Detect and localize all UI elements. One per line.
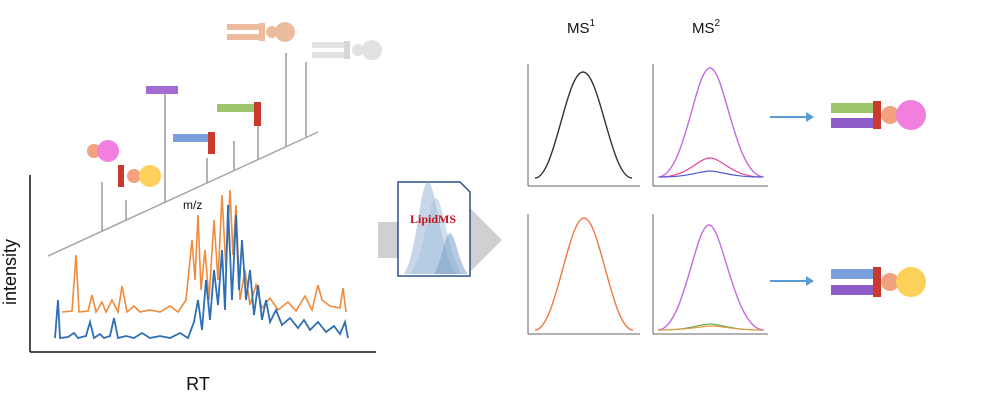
glycerol-backbone — [118, 165, 124, 187]
ms2-bottom-main-peak — [657, 224, 765, 331]
fatty-acid-chain-2 — [227, 34, 259, 40]
intensity-axis-label: intensity — [0, 239, 20, 305]
ms2-base: MS — [692, 20, 715, 37]
fatty-acid-chain-blue — [831, 269, 873, 279]
arrow-icon — [770, 112, 814, 122]
headgroup-yellow-circle — [896, 267, 926, 297]
headgroup-small-circle — [881, 106, 899, 124]
document-peak-3 — [434, 233, 468, 274]
headgroup-circle — [275, 22, 295, 42]
lipid-fragment-icon — [118, 165, 161, 187]
arrow-head — [806, 276, 814, 286]
ms-panels: MS1 MS2 — [527, 18, 768, 335]
headgroup-small-circle — [266, 26, 278, 38]
ms2-bottom-orange-peak — [659, 325, 763, 331]
identified-lipids — [770, 100, 926, 297]
mz-axis — [47, 131, 319, 257]
ms1-header: MS1 — [567, 18, 596, 37]
headgroup-circle — [362, 40, 382, 60]
mz-axis-label: m/z — [183, 198, 202, 212]
ms1-bottom-peak — [534, 217, 634, 331]
chromatogram-blue-trace — [54, 204, 349, 340]
lipid-species-icon — [831, 267, 926, 297]
fatty-acid-chain-purple — [831, 285, 873, 295]
headgroup-pink-circle — [896, 100, 926, 130]
lipid-fragment-icon — [217, 102, 261, 126]
glycerol-backbone — [873, 267, 881, 297]
glycerol-backbone — [208, 132, 215, 154]
document-icon: LipidMS — [397, 181, 471, 277]
ms1-top-peak — [534, 71, 633, 179]
app-name: LipidMS — [410, 212, 456, 226]
ms1-top-panel — [527, 64, 640, 187]
ms2-top-main-peak — [657, 67, 765, 178]
glycerol-backbone — [259, 23, 265, 41]
fatty-acid-chain-purple — [831, 118, 873, 128]
fatty-acid-chain-1 — [312, 42, 344, 48]
lipid-species-icon — [831, 100, 926, 130]
ms1-base: MS — [567, 20, 590, 37]
ms2-top-pink-peak — [659, 157, 763, 178]
mz-spectrum-lines — [101, 53, 307, 231]
ms1-bottom-panel — [527, 214, 640, 335]
lipid-fragment-icon — [87, 140, 119, 162]
chromatogram-orange-trace — [61, 189, 347, 315]
headgroup-small-circle — [127, 169, 141, 183]
arrow-head — [806, 112, 814, 122]
fatty-acid-chain-blue — [173, 134, 209, 142]
headgroup-pink-circle — [97, 140, 119, 162]
rt-axis-label: RT — [186, 374, 210, 394]
glycerol-backbone — [344, 41, 350, 59]
lipid-fragment-icon — [146, 86, 178, 94]
glycerol-backbone — [254, 102, 261, 126]
headgroup-yellow-circle — [139, 165, 161, 187]
chromatogram-panel: intensity RT m/z — [0, 22, 382, 394]
headgroup-small-circle — [881, 273, 899, 291]
fatty-acid-chain-green — [217, 104, 255, 112]
ms1-superscript: 1 — [590, 18, 596, 29]
headgroup-small-circle — [87, 144, 101, 158]
arrow-icon — [770, 276, 814, 286]
fatty-acid-chain-green — [831, 103, 873, 113]
glycerol-backbone — [873, 101, 881, 129]
lipid-species-icon — [312, 40, 382, 60]
ms2-superscript: 2 — [715, 18, 721, 29]
lipid-fragment-icon — [173, 132, 215, 154]
lipidms-processing: LipidMS — [378, 181, 502, 277]
ms2-bottom-panel — [652, 214, 768, 335]
ms2-header: MS2 — [692, 18, 721, 37]
ms2-top-blue-peak — [659, 170, 763, 178]
fatty-acid-chain-1 — [227, 24, 259, 30]
lipid-species-icon — [227, 22, 295, 42]
headgroup-small-circle — [352, 44, 364, 56]
ms2-top-panel — [652, 64, 768, 187]
fatty-acid-chain-2 — [312, 52, 344, 58]
